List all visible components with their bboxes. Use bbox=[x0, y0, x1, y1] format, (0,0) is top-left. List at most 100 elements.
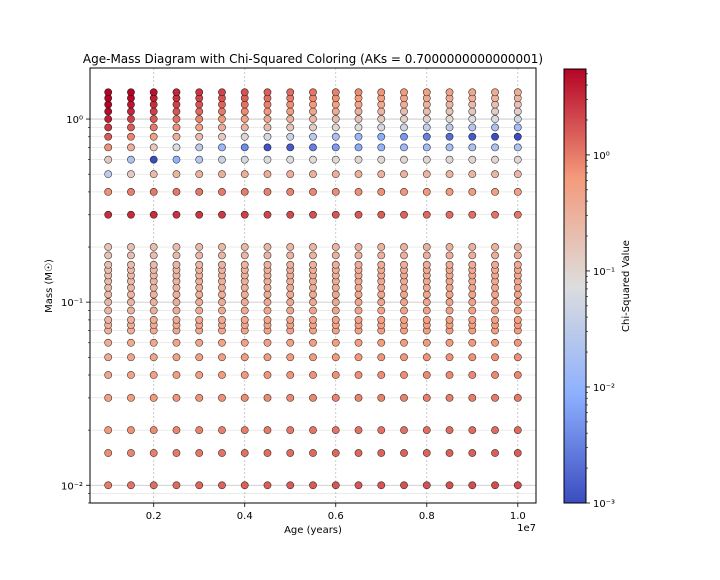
data-point bbox=[286, 188, 295, 196]
data-point bbox=[400, 188, 408, 196]
data-point bbox=[286, 298, 295, 307]
data-point bbox=[309, 315, 317, 324]
data-point bbox=[240, 115, 249, 123]
data-point bbox=[422, 449, 431, 457]
data-point bbox=[149, 210, 158, 219]
data-point bbox=[309, 88, 317, 97]
data-point bbox=[195, 132, 204, 141]
data-point bbox=[149, 481, 158, 490]
data-point bbox=[149, 188, 158, 196]
colorbar: 10⁻³ 10⁻² 10⁻¹ 10⁰ bbox=[563, 68, 615, 510]
data-point bbox=[445, 170, 454, 179]
data-point bbox=[331, 393, 340, 402]
data-point bbox=[445, 210, 454, 219]
data-point bbox=[172, 315, 181, 324]
data-point bbox=[422, 481, 431, 490]
data-point bbox=[127, 338, 135, 347]
data-point bbox=[331, 88, 340, 97]
data-point bbox=[127, 188, 135, 196]
data-point bbox=[491, 481, 499, 490]
data-point bbox=[445, 115, 454, 123]
data-point bbox=[400, 88, 408, 97]
data-point bbox=[468, 371, 477, 379]
data-point bbox=[513, 107, 522, 116]
data-point bbox=[377, 449, 386, 457]
data-point bbox=[149, 298, 158, 307]
data-point bbox=[240, 170, 249, 179]
data-point bbox=[104, 290, 113, 299]
data-point bbox=[104, 393, 113, 402]
data-point bbox=[422, 188, 431, 196]
data-point bbox=[104, 243, 113, 251]
data-point bbox=[149, 353, 158, 362]
data-point bbox=[354, 170, 363, 179]
data-point bbox=[445, 123, 454, 132]
data-point bbox=[172, 290, 181, 299]
data-point bbox=[172, 88, 181, 97]
data-point bbox=[195, 107, 204, 116]
data-point bbox=[286, 449, 295, 457]
data-point bbox=[263, 123, 272, 132]
data-point bbox=[491, 155, 499, 164]
data-point bbox=[218, 298, 226, 307]
data-point bbox=[286, 481, 295, 490]
data-point bbox=[400, 243, 408, 251]
data-point bbox=[354, 353, 363, 362]
data-point bbox=[240, 353, 249, 362]
data-point bbox=[468, 115, 477, 123]
colorbar-tick-label: 10⁻¹ bbox=[593, 267, 615, 278]
data-point bbox=[491, 123, 499, 132]
data-point bbox=[240, 315, 249, 324]
data-point bbox=[331, 290, 340, 299]
data-point bbox=[263, 107, 272, 116]
data-point bbox=[331, 115, 340, 123]
data-point bbox=[195, 298, 204, 307]
data-point bbox=[263, 449, 272, 457]
data-point bbox=[377, 306, 386, 315]
data-point bbox=[240, 107, 249, 116]
data-point bbox=[513, 338, 522, 347]
data-point bbox=[104, 306, 113, 315]
data-point bbox=[513, 449, 522, 457]
data-point bbox=[104, 338, 113, 347]
data-point bbox=[354, 155, 363, 164]
data-point bbox=[422, 315, 431, 324]
y-axis: 10⁻² 10⁻¹ 10⁰ bbox=[61, 115, 90, 504]
data-point bbox=[104, 123, 113, 132]
data-point bbox=[195, 143, 204, 152]
data-point bbox=[422, 115, 431, 123]
data-point bbox=[263, 143, 272, 152]
data-point bbox=[513, 393, 522, 402]
data-point bbox=[127, 306, 135, 315]
data-point bbox=[149, 426, 158, 435]
data-point bbox=[377, 115, 386, 123]
data-point bbox=[218, 88, 226, 97]
data-point bbox=[286, 88, 295, 97]
data-point bbox=[218, 449, 226, 457]
data-point bbox=[377, 426, 386, 435]
data-point bbox=[104, 210, 113, 219]
x-axis: 0.2 0.4 0.6 0.8 1.0 bbox=[146, 503, 526, 522]
data-point bbox=[354, 338, 363, 347]
data-point bbox=[286, 123, 295, 132]
data-point bbox=[309, 123, 317, 132]
data-point bbox=[400, 306, 408, 315]
data-point bbox=[491, 107, 499, 116]
data-point bbox=[309, 251, 317, 260]
data-point bbox=[400, 449, 408, 457]
data-point bbox=[445, 338, 454, 347]
data-point bbox=[331, 188, 340, 196]
data-point bbox=[354, 306, 363, 315]
data-point bbox=[354, 115, 363, 123]
data-point bbox=[377, 251, 386, 260]
data-point bbox=[422, 260, 431, 269]
data-point bbox=[331, 210, 340, 219]
data-point bbox=[445, 243, 454, 251]
data-point bbox=[286, 115, 295, 123]
data-point bbox=[286, 290, 295, 299]
data-point bbox=[286, 393, 295, 402]
data-point bbox=[513, 306, 522, 315]
data-point bbox=[309, 107, 317, 116]
data-point bbox=[263, 243, 272, 251]
